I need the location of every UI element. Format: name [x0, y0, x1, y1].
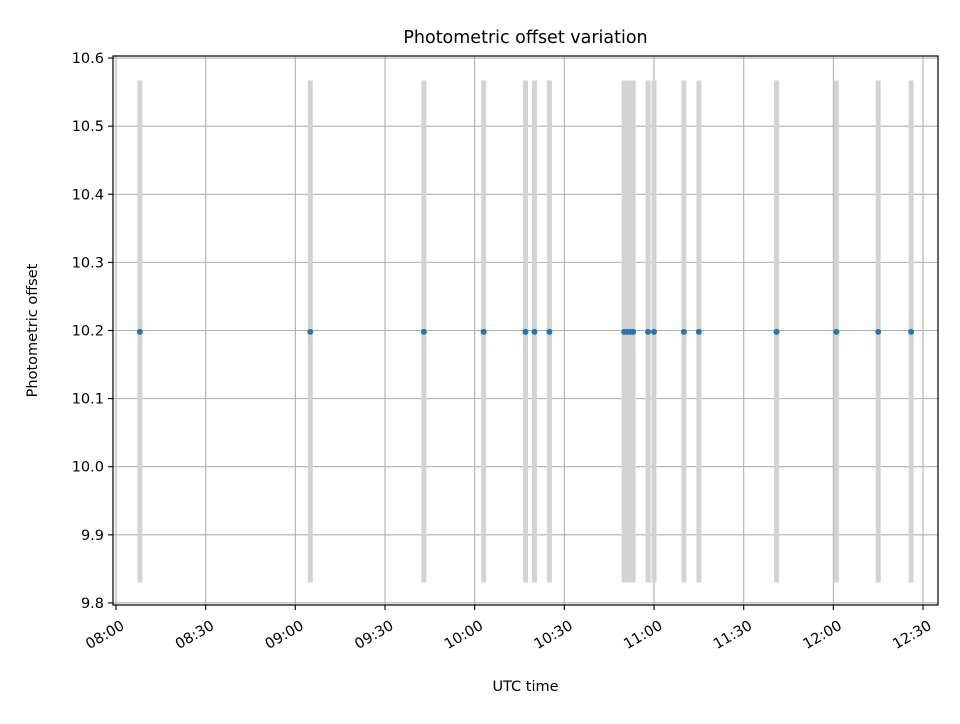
- x-tick-label: 11:00: [621, 618, 665, 653]
- data-point: [875, 328, 882, 335]
- y-tick-label: 10.3: [72, 255, 104, 271]
- x-axis-label: UTC time: [492, 679, 558, 695]
- y-axis-label: Photometric offset: [25, 263, 41, 397]
- x-axis-ticks: 08:00 08:30 09:00 09:30 10:00 10:30 11:00 11:30…: [83, 605, 934, 653]
- data-point: [651, 328, 658, 335]
- y-tick-label: 10.2: [72, 324, 104, 340]
- data-point: [833, 328, 840, 335]
- data-point: [680, 328, 687, 335]
- data-point: [307, 328, 314, 335]
- x-tick-label: 10:00: [442, 618, 486, 653]
- data-point: [908, 328, 915, 335]
- x-tick-label: 08:30: [173, 618, 217, 653]
- y-tick-label: 10.4: [72, 187, 104, 203]
- x-tick-label: 09:00: [263, 618, 307, 653]
- y-axis-ticks: 9.8 9.9 10.0 10.1 10.2 10.3 10.4 10.5 10.6: [72, 51, 113, 612]
- y-tick-label: 10.0: [72, 460, 104, 476]
- y-tick-label: 9.9: [81, 528, 104, 544]
- y-tick-label: 10.5: [72, 119, 104, 135]
- data-point: [522, 328, 529, 335]
- data-point: [531, 328, 538, 335]
- x-tick-label: 11:30: [711, 618, 755, 653]
- data-point: [773, 328, 780, 335]
- data-point: [136, 328, 143, 335]
- y-tick-label: 10.1: [72, 392, 104, 408]
- x-tick-label: 12:30: [890, 618, 934, 653]
- x-tick-label: 10:30: [532, 618, 576, 653]
- chart-title: Photometric offset variation: [403, 28, 647, 48]
- data-point: [695, 328, 702, 335]
- data-point: [546, 328, 553, 335]
- y-tick-label: 10.6: [72, 51, 104, 67]
- data-points: [136, 328, 915, 335]
- x-tick-label: 09:30: [352, 618, 396, 653]
- y-tick-label: 9.8: [81, 596, 104, 612]
- x-tick-label: 12:00: [801, 618, 845, 653]
- data-point: [420, 328, 427, 335]
- x-tick-label: 08:00: [83, 618, 127, 653]
- data-point: [630, 328, 637, 335]
- data-point: [480, 328, 487, 335]
- data-point: [645, 328, 652, 335]
